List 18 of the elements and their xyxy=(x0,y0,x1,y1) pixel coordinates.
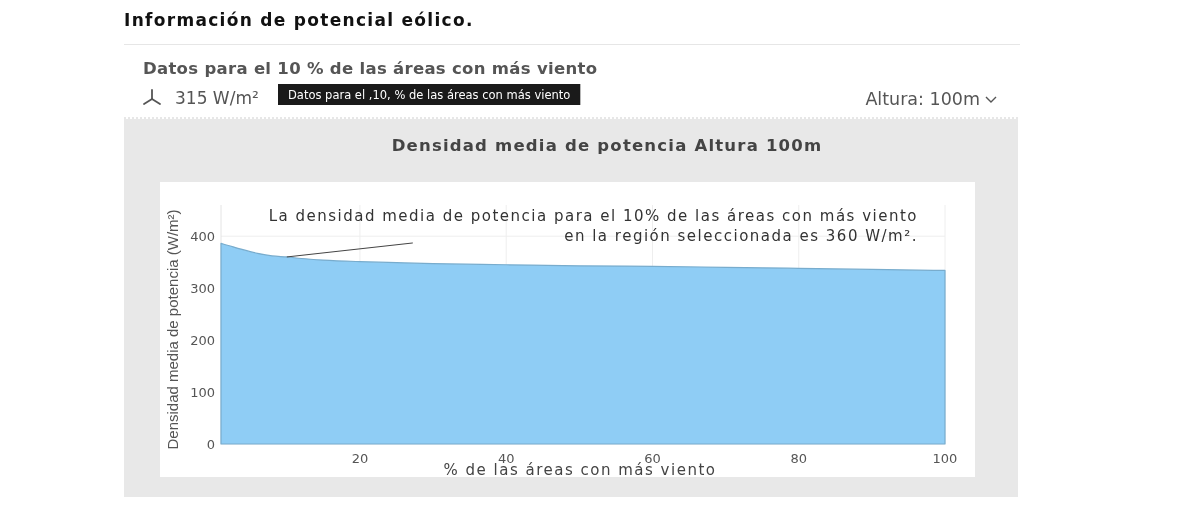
y-tick-label: 400 xyxy=(190,228,215,244)
x-tick-label: 40 xyxy=(497,451,515,466)
y-tick-label: 200 xyxy=(190,332,215,348)
y-axis-title: Densidad media de potencia (W/m²) xyxy=(164,209,181,450)
y-tick-label: 300 xyxy=(190,280,215,296)
text: Datos para el 10 % de las áreas con más viento xyxy=(143,59,598,78)
chart-title: Densidad media de potencia Altura 100m xyxy=(391,136,823,155)
x-tick-label: 60 xyxy=(644,451,661,466)
text: Altura: 100m xyxy=(865,89,980,109)
x-tick-label: 20 xyxy=(351,451,369,466)
text: Información de potencial eólico. xyxy=(124,10,474,30)
tooltip: Datos para el ,10, % de las áreas con más viento xyxy=(278,84,581,105)
x-tick-label: 80 xyxy=(790,451,808,466)
y-tick-label: 100 xyxy=(190,384,215,400)
text: 315 W/m² xyxy=(175,88,259,108)
annotation: La densidad media de potencia para el 10% de las áreas con más viento en la región seleccionada es 360 W/m². xyxy=(268,207,918,245)
x-tick-label: 100 xyxy=(932,451,958,466)
y-tick-label: 0 xyxy=(206,436,215,452)
